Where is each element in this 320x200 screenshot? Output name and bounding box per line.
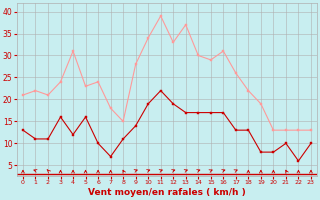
X-axis label: Vent moyen/en rafales ( km/h ): Vent moyen/en rafales ( km/h ) <box>88 188 246 197</box>
